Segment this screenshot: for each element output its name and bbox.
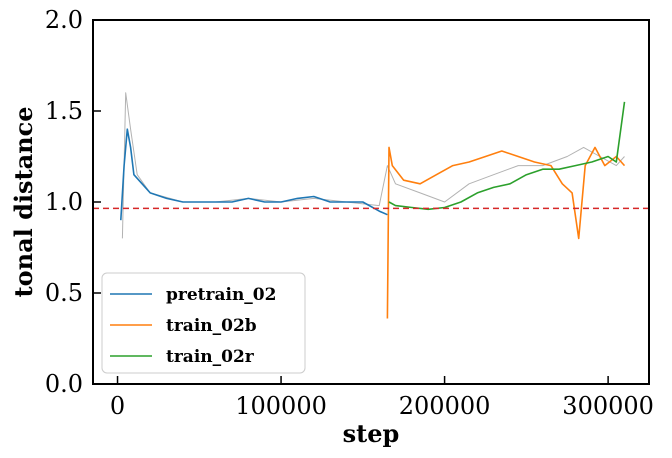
legend-label-train_02b: train_02b	[166, 316, 257, 336]
x-axis: 0 100000 200000 300000	[110, 376, 654, 420]
y-tick-label: 2.0	[45, 6, 83, 34]
y-axis-title: tonal distance	[9, 107, 38, 298]
legend-label-pretrain_02: pretrain_02	[166, 285, 276, 305]
y-tick-label: 0.5	[45, 279, 83, 307]
x-tick-label: 300000	[562, 392, 654, 420]
y-tick-label: 1.5	[45, 97, 83, 125]
plot-traces	[120, 92, 626, 319]
y-axis: 0.0 0.5 1.0 1.5 2.0	[45, 6, 101, 398]
legend-box	[101, 272, 306, 374]
series-line-train_02r	[388, 101, 626, 211]
y-tick-label: 1.0	[45, 188, 83, 216]
x-tick-label: 100000	[235, 392, 327, 420]
x-axis-title: step	[343, 419, 400, 448]
x-tick-label: 0	[110, 392, 125, 420]
series-line-pretrain_02	[120, 128, 388, 221]
series-line-train_02b	[386, 146, 626, 319]
legend: pretrain_02 train_02b train_02r	[101, 272, 306, 374]
legend-label-train_02r: train_02r	[166, 347, 255, 367]
y-tick-label: 0.0	[45, 370, 83, 398]
x-tick-label: 200000	[399, 392, 491, 420]
